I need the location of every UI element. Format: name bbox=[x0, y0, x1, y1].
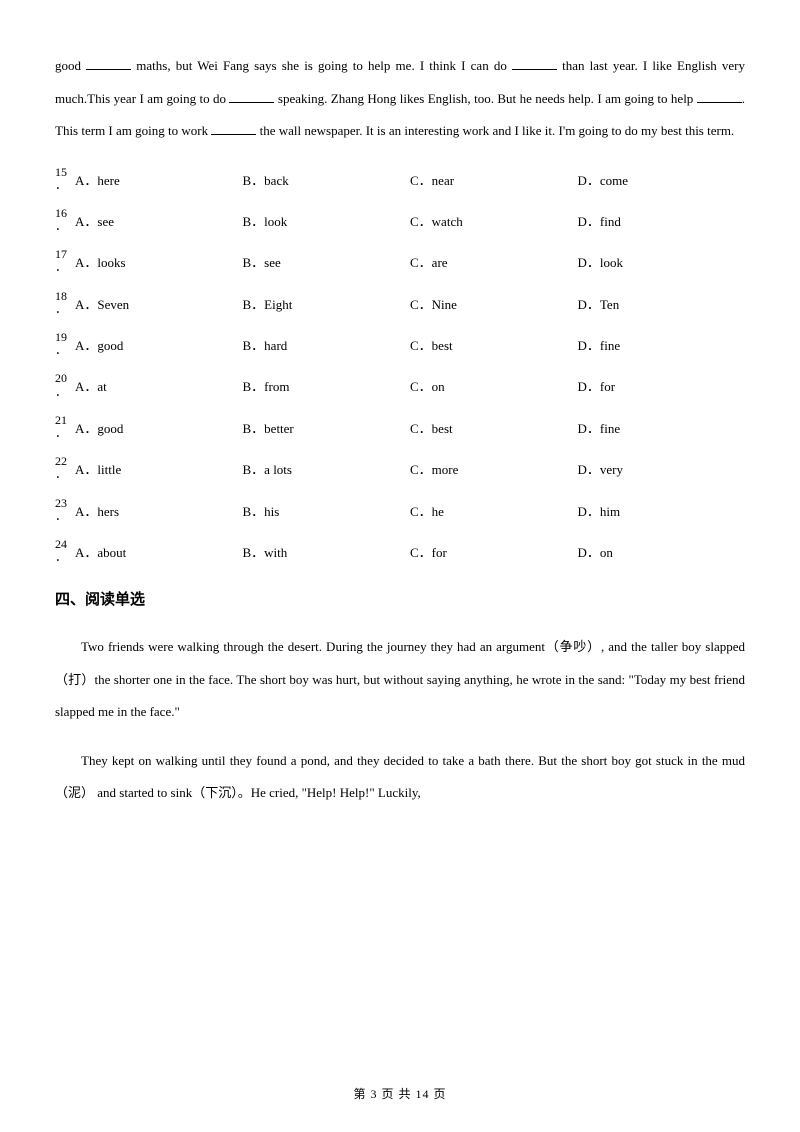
options: A．hers B．his C．he D．him bbox=[75, 497, 745, 521]
option-d: D．come bbox=[578, 172, 746, 190]
option-b: B．back bbox=[243, 172, 411, 190]
q-num: 23． bbox=[55, 497, 75, 523]
option-d: D．find bbox=[578, 213, 746, 231]
question-15: 15． A．here B．back C．near D．come bbox=[55, 166, 745, 192]
options: A．about B．with C．for D．on bbox=[75, 538, 745, 562]
option-a: A．see bbox=[75, 213, 243, 231]
option-b: B．see bbox=[243, 254, 411, 272]
option-a: A．at bbox=[75, 378, 243, 396]
question-22: 22． A．little B．a lots C．more D．very bbox=[55, 455, 745, 481]
question-17: 17． A．looks B．see C．are D．look bbox=[55, 248, 745, 274]
option-c: C．best bbox=[410, 337, 578, 355]
option-c: C．on bbox=[410, 378, 578, 396]
options: A．little B．a lots C．more D．very bbox=[75, 455, 745, 479]
blank-2 bbox=[512, 57, 557, 70]
q-num: 16． bbox=[55, 207, 75, 233]
blank-4 bbox=[697, 90, 742, 103]
q-num: 18． bbox=[55, 290, 75, 316]
options: A．good B．better C．best D．fine bbox=[75, 414, 745, 438]
option-c: C．best bbox=[410, 420, 578, 438]
option-d: D．for bbox=[578, 378, 746, 396]
options: A．looks B．see C．are D．look bbox=[75, 248, 745, 272]
option-c: C．more bbox=[410, 461, 578, 479]
question-24: 24． A．about B．with C．for D．on bbox=[55, 538, 745, 564]
options: A．here B．back C．near D．come bbox=[75, 166, 745, 190]
q-num: 21． bbox=[55, 414, 75, 440]
option-a: A．about bbox=[75, 544, 243, 562]
option-a: A．Seven bbox=[75, 296, 243, 314]
options: A．see B．look C．watch D．find bbox=[75, 207, 745, 231]
option-c: C．near bbox=[410, 172, 578, 190]
intro-part4: speaking. Zhang Hong likes English, too.… bbox=[274, 91, 696, 106]
option-d: D．fine bbox=[578, 337, 746, 355]
question-19: 19． A．good B．hard C．best D．fine bbox=[55, 331, 745, 357]
reading-p1: Two friends were walking through the des… bbox=[55, 631, 745, 729]
option-c: C．he bbox=[410, 503, 578, 521]
q-num: 24． bbox=[55, 538, 75, 564]
q-num: 15． bbox=[55, 166, 75, 192]
question-16: 16． A．see B．look C．watch D．find bbox=[55, 207, 745, 233]
q-num: 20． bbox=[55, 372, 75, 398]
options: A．at B．from C．on D．for bbox=[75, 372, 745, 396]
option-a: A．looks bbox=[75, 254, 243, 272]
option-c: C．for bbox=[410, 544, 578, 562]
option-d: D．him bbox=[578, 503, 746, 521]
q-num: 17． bbox=[55, 248, 75, 274]
question-23: 23． A．hers B．his C．he D．him bbox=[55, 497, 745, 523]
option-b: B．from bbox=[243, 378, 411, 396]
options: A．good B．hard C．best D．fine bbox=[75, 331, 745, 355]
option-d: D．very bbox=[578, 461, 746, 479]
option-a: A．here bbox=[75, 172, 243, 190]
page-footer: 第 3 页 共 14 页 bbox=[0, 1085, 800, 1102]
section-heading: 四、阅读单选 bbox=[55, 588, 745, 609]
option-c: C．watch bbox=[410, 213, 578, 231]
option-b: B．a lots bbox=[243, 461, 411, 479]
option-b: B．Eight bbox=[243, 296, 411, 314]
blank-5 bbox=[211, 122, 256, 135]
option-c: C．Nine bbox=[410, 296, 578, 314]
q-num: 19． bbox=[55, 331, 75, 357]
question-21: 21． A．good B．better C．best D．fine bbox=[55, 414, 745, 440]
option-c: C．are bbox=[410, 254, 578, 272]
blank-1 bbox=[86, 57, 131, 70]
reading-p2: They kept on walking until they found a … bbox=[55, 745, 745, 810]
option-d: D．look bbox=[578, 254, 746, 272]
option-b: B．better bbox=[243, 420, 411, 438]
question-18: 18． A．Seven B．Eight C．Nine D．Ten bbox=[55, 290, 745, 316]
option-d: D．Ten bbox=[578, 296, 746, 314]
option-d: D．on bbox=[578, 544, 746, 562]
option-b: B．his bbox=[243, 503, 411, 521]
q-num: 22． bbox=[55, 455, 75, 481]
option-a: A．good bbox=[75, 337, 243, 355]
option-d: D．fine bbox=[578, 420, 746, 438]
option-b: B．look bbox=[243, 213, 411, 231]
blank-3 bbox=[229, 90, 274, 103]
intro-part1: good bbox=[55, 58, 86, 73]
intro-part2: maths, but Wei Fang says she is going to… bbox=[131, 58, 512, 73]
option-a: A．good bbox=[75, 420, 243, 438]
intro-part6: the wall newspaper. It is an interesting… bbox=[256, 123, 734, 138]
option-b: B．hard bbox=[243, 337, 411, 355]
options: A．Seven B．Eight C．Nine D．Ten bbox=[75, 290, 745, 314]
question-20: 20． A．at B．from C．on D．for bbox=[55, 372, 745, 398]
option-a: A．little bbox=[75, 461, 243, 479]
option-a: A．hers bbox=[75, 503, 243, 521]
option-b: B．with bbox=[243, 544, 411, 562]
cloze-paragraph: good maths, but Wei Fang says she is goi… bbox=[55, 50, 745, 148]
